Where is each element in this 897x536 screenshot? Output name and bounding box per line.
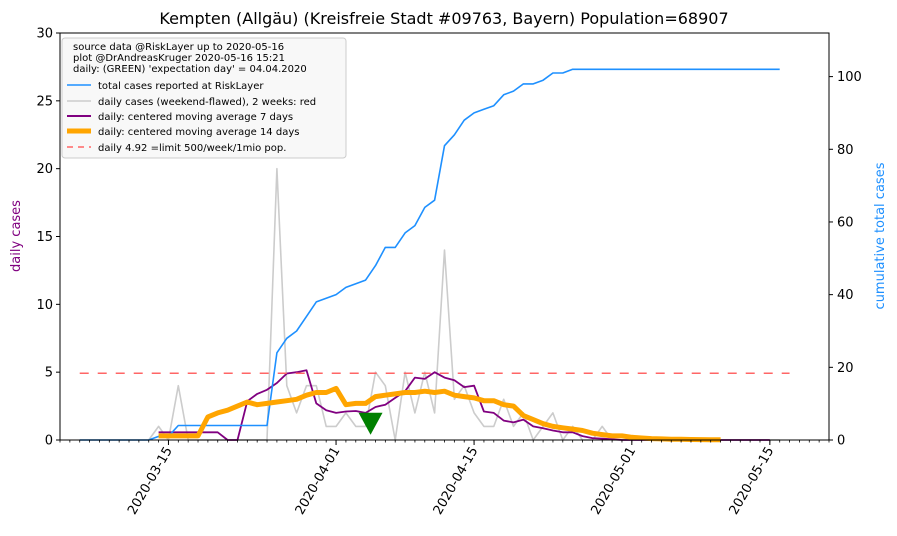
series-line-ma14 [158,385,721,443]
legend-box [61,37,347,159]
legend-header-line: daily: (GREEN) 'expectation day' = 04.04… [73,64,307,75]
y-tick-label-right: 80 [837,143,854,158]
y-tick-label-right: 100 [837,70,862,85]
x-tick-label: 2020-04-15 [431,444,482,517]
x-tick-label: 2020-03-15 [125,445,176,518]
y-tick-label-left: 20 [36,162,53,177]
y-tick-label-right: 20 [837,361,854,376]
legend-header-line: plot @DrAndreasKruger 2020-05-16 15:21 [73,53,285,64]
x-tick-label: 2020-05-01 [589,445,640,518]
y-tick-label-left: 10 [36,298,53,313]
series-line-total [79,68,780,441]
legend: source data @RiskLayer up to 2020-05-16 … [61,37,347,159]
y-tick-label-left: 30 [36,27,53,42]
chart-title: Kempten (Allgäu) (Kreisfreie Stadt #0976… [159,9,728,28]
legend-label-ma14: daily: centered moving average 14 days [98,127,299,138]
y-tick-label-left: 25 [36,94,53,109]
y-axis-label-left: daily cases [9,200,24,272]
legend-label-total: total cases reported at RiskLayer [98,81,264,92]
x-tick-label: 2020-05-15 [727,445,778,518]
y-tick-label-left: 5 [45,366,53,381]
legend-label-limit: daily 4.92 =limit 500/week/1mio pop. [98,143,286,154]
y-tick-label-right: 0 [837,434,845,449]
y-tick-label-left: 0 [45,434,53,449]
y-tick-label-left: 15 [36,230,53,245]
legend-header-line: source data @RiskLayer up to 2020-05-16 [73,42,284,53]
y-tick-label-right: 60 [837,215,854,230]
y-tick-label-right: 40 [837,288,854,303]
expectation-day-marker [358,412,383,435]
legend-label-ma7: daily: centered moving average 7 days [98,112,293,123]
legend-label-daily: daily cases (weekend-flawed), 2 weeks: r… [98,97,316,108]
y-axis-label-right: cumulative total cases [873,162,888,309]
series-line-daily [79,167,780,441]
x-tick-label: 2020-04-01 [293,445,344,518]
